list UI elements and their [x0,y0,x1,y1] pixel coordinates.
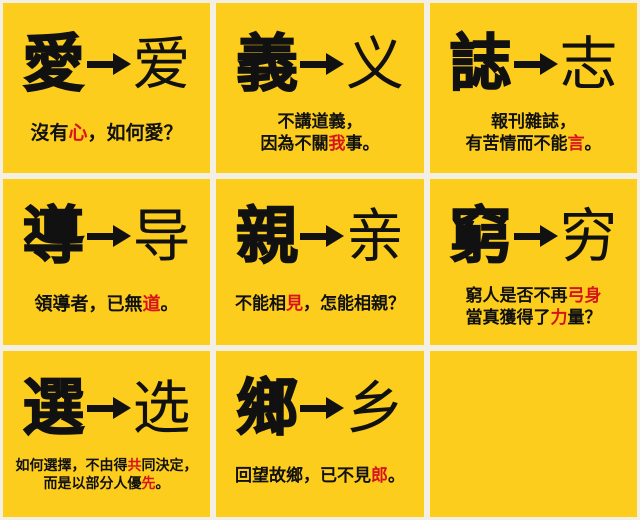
card-zhi: 誌 志 報刊雜誌， 有苦情而不能言。 [427,0,640,176]
traditional-char: 親 [235,199,299,272]
char-pair: 愛 爱 [3,25,210,103]
traditional-char: 導 [22,199,86,272]
char-pair: 鄉 乡 [216,369,424,447]
caption: 不能相見，怎能相親？ [216,293,424,315]
char-pair: 義 义 [216,25,424,103]
char-pair: 誌 志 [430,25,637,103]
arrow-right-icon [300,225,344,247]
simplified-char: 志 [559,30,618,98]
arrow-right-icon [513,53,558,75]
caption-line: 不能相見，怎能相親？ [235,294,405,314]
card-dao: 導 导 領導者，已無道。 [0,176,213,348]
caption: 不講道義， 因為不關我事。 [216,111,424,155]
caption-line: 沒有心，如何愛？ [30,122,183,144]
caption: 如何選擇，不由得共同決定， 而是以部分人優先。 [3,457,210,493]
arrow-right-icon [86,53,131,75]
caption-line: 窮人是否不再弓身 [465,286,602,306]
caption-line: 不講道義， [277,112,363,132]
char-pair: 親 亲 [216,197,424,275]
caption: 沒有心，如何愛？ [3,121,210,146]
traditional-char: 窮 [449,199,513,272]
caption: 窮人是否不再弓身 當真獲得了力量？ [430,285,637,329]
arrow-right-icon [86,225,131,247]
simplified-char: 义 [346,30,405,98]
caption-line: 而是以部分人優先。 [43,476,170,493]
traditional-char: 愛 [22,27,86,100]
card-qin: 親 亲 不能相見，怎能相親？ [213,176,427,348]
caption-line: 報刊雜誌， [491,112,576,132]
caption-line: 如何選擇，不由得共同決定， [15,458,198,474]
caption-line: 有苦情而不能言。 [465,134,602,155]
card-xuan: 選 选 如何選擇，不由得共同決定， 而是以部分人優先。 [0,348,213,520]
simplified-char: 选 [132,374,191,442]
caption-line: 因為不關我事。 [260,134,380,155]
char-pair: 導 导 [3,197,210,275]
caption: 領導者，已無道。 [3,293,210,316]
card-yi: 義 义 不講道義， 因為不關我事。 [213,0,427,176]
traditional-char: 誌 [449,27,513,100]
arrow-right-icon [86,397,131,419]
empty-card [427,348,640,520]
caption: 報刊雜誌， 有苦情而不能言。 [430,111,637,155]
char-pair: 窮 穷 [430,197,637,275]
arrow-right-icon [513,225,558,247]
arrow-right-icon [300,397,344,419]
traditional-char: 義 [235,27,299,100]
caption: 回望故鄉，已不見郎。 [216,465,424,487]
caption-line: 當真獲得了力量？ [465,308,602,329]
char-pair: 選 选 [3,369,210,447]
traditional-char: 鄉 [235,371,299,444]
simplified-char: 亲 [346,202,405,270]
card-xiang: 鄉 乡 回望故鄉，已不見郎。 [213,348,427,520]
simplified-char: 导 [132,202,191,270]
caption-line: 回望故鄉，已不見郎。 [235,466,405,486]
simplified-char: 穷 [559,202,618,270]
simplified-char: 爱 [132,30,191,98]
arrow-right-icon [300,53,344,75]
simplified-char: 乡 [346,374,405,442]
card-qiong: 窮 穷 窮人是否不再弓身 當真獲得了力量？ [427,176,640,348]
card-ai: 愛 爱 沒有心，如何愛？ [0,0,213,176]
traditional-char: 選 [22,371,86,444]
caption-line: 領導者，已無道。 [34,294,179,315]
